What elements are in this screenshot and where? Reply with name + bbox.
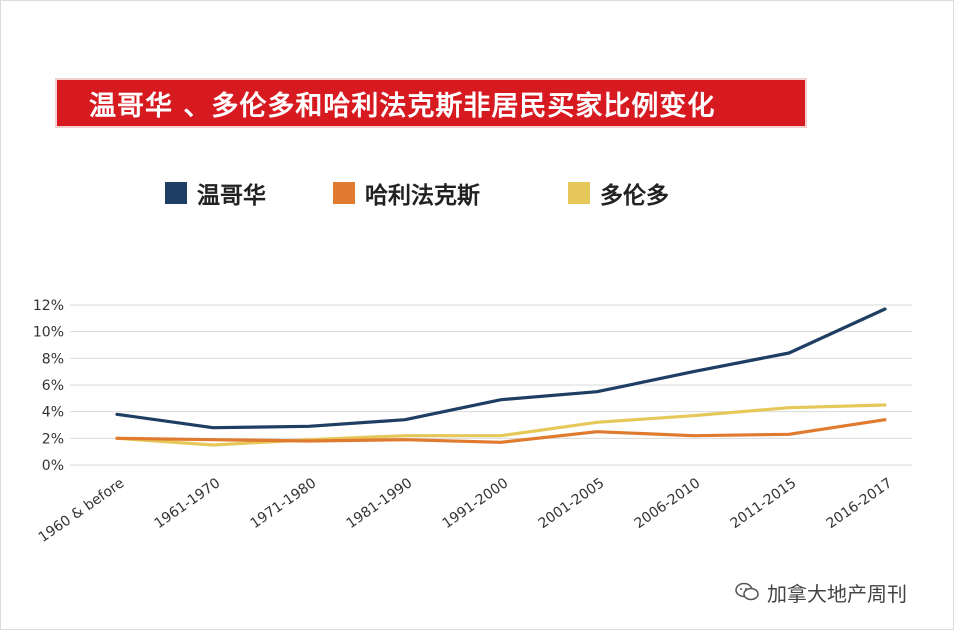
x-tick-label: 1981-1990	[344, 475, 416, 532]
x-tick-label: 1960 & before	[36, 475, 128, 546]
legend-item-toronto: 多伦多	[568, 173, 669, 213]
y-tick-label: 0%	[42, 458, 64, 474]
y-tick-label: 2%	[42, 431, 64, 447]
legend-label-toronto: 多伦多	[600, 183, 669, 209]
chart-title: 温哥华 、多伦多和哈利法克斯非居民买家比例变化	[89, 90, 716, 122]
x-tick-label: 1971-1980	[248, 475, 320, 532]
x-tick-label: 2016-2017	[824, 475, 896, 532]
legend-item-vancouver: 温哥华	[165, 173, 266, 213]
legend-swatch-vancouver	[165, 182, 187, 204]
y-tick-label: 4%	[42, 405, 64, 421]
x-tick-label: 2006-2010	[632, 475, 704, 532]
x-tick-label: 1961-1970	[152, 475, 224, 532]
legend-swatch-halifax	[333, 182, 355, 204]
x-tick-label: 1991-2000	[440, 475, 512, 532]
y-tick-label: 10%	[33, 325, 64, 341]
legend-swatch-toronto	[568, 182, 590, 204]
wechat-icon	[735, 582, 759, 601]
legend-label-halifax: 哈利法克斯	[365, 183, 480, 209]
series-line	[115, 307, 887, 430]
series-line	[115, 403, 887, 447]
x-tick-label: 2001-2005	[536, 475, 608, 532]
x-tick-label: 2011-2015	[728, 475, 800, 532]
watermark: 加拿大地产周刊	[735, 575, 907, 609]
y-tick-label: 6%	[42, 378, 64, 394]
y-tick-label: 8%	[42, 351, 64, 367]
watermark-text: 加拿大地产周刊	[767, 581, 907, 606]
series-line	[115, 418, 887, 444]
y-tick-label: 12%	[33, 298, 64, 314]
chart-legend: 温哥华 哈利法克斯 多伦多	[0, 173, 954, 213]
chart-title-banner: 温哥华 、多伦多和哈利法克斯非居民买家比例变化	[55, 78, 807, 128]
legend-label-vancouver: 温哥华	[197, 183, 266, 209]
legend-item-halifax: 哈利法克斯	[333, 173, 480, 213]
